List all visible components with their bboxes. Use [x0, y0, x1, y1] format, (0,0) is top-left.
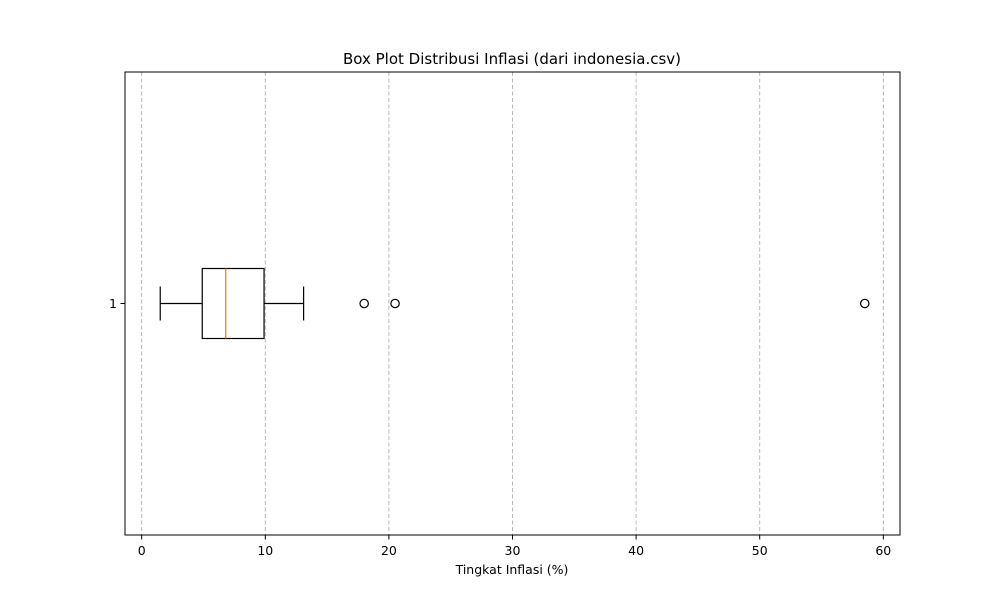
outlier-point [390, 298, 400, 309]
x-axis-label: Tingkat Inflasi (%) [455, 562, 569, 577]
outlier-point [359, 298, 369, 309]
x-tick-label: 50 [752, 543, 768, 558]
plot-area [159, 267, 870, 340]
x-axis: 0 10 20 30 40 50 60 [138, 535, 891, 558]
x-tick-label: 10 [257, 543, 273, 558]
x-tick-label: 0 [138, 543, 146, 558]
x-tick-label: 40 [628, 543, 644, 558]
outlier-point [859, 298, 870, 309]
chart-title: Box Plot Distribusi Inflasi (dari indone… [343, 50, 681, 68]
box-iqr [201, 267, 265, 340]
y-tick-label: 1 [109, 296, 117, 311]
grid-lines [141, 72, 884, 535]
x-tick-label: 20 [381, 543, 397, 558]
x-tick-label: 30 [505, 543, 521, 558]
y-axis: 1 [109, 296, 125, 311]
x-tick-label: 60 [875, 543, 891, 558]
